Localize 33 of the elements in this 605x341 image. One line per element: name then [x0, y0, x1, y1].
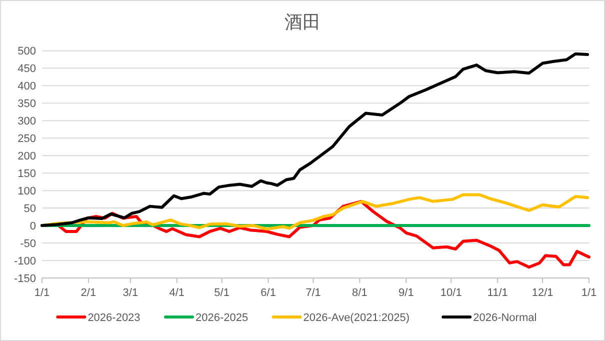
x-tick-label: 10/1	[440, 287, 462, 299]
y-tick-label: -100	[14, 256, 36, 268]
x-tick-label: 11/1	[487, 287, 508, 299]
y-tick-label: -50	[20, 238, 36, 250]
x-tick-label: 8/1	[352, 287, 368, 299]
y-tick-label: 150	[18, 168, 36, 180]
x-tick-label: 7/1	[306, 287, 321, 299]
x-tick-label: 4/1	[169, 287, 185, 299]
x-tick-label: 9/1	[398, 287, 414, 299]
x-tick-label: 2/1	[80, 287, 96, 299]
y-tick-label: 450	[18, 63, 36, 76]
y-tick-label: 500	[18, 46, 36, 58]
x-tick-label: 3/1	[122, 287, 138, 299]
y-tick-label: 250	[18, 133, 36, 146]
x-tick-label: 5/1	[214, 287, 230, 299]
legend-label: 2026-2023	[88, 312, 140, 324]
x-tick-label: 1/1	[581, 287, 597, 299]
line-series	[40, 52, 589, 228]
x-tick-label: 12/1	[532, 287, 554, 299]
x-tick-label: 6/1	[260, 287, 276, 299]
legend-label: 2026-2025	[196, 312, 248, 324]
y-tick-label: 400	[18, 80, 36, 93]
y-tick-label: -150	[14, 273, 36, 285]
x-tick-label: 1/1	[34, 287, 50, 299]
legend-label: 2026-Normal	[473, 312, 537, 324]
y-tick-label: 50	[24, 203, 36, 216]
y-tick-label: 0	[30, 220, 36, 233]
y-tick-label: 300	[18, 116, 36, 128]
y-tick-label: 100	[18, 186, 36, 198]
y-tick-label: 200	[18, 150, 36, 163]
chart-title: 酒田	[284, 12, 320, 32]
legend-label: 2026-Ave(2021:2025)	[303, 312, 410, 324]
y-tick-label: 350	[18, 98, 36, 110]
